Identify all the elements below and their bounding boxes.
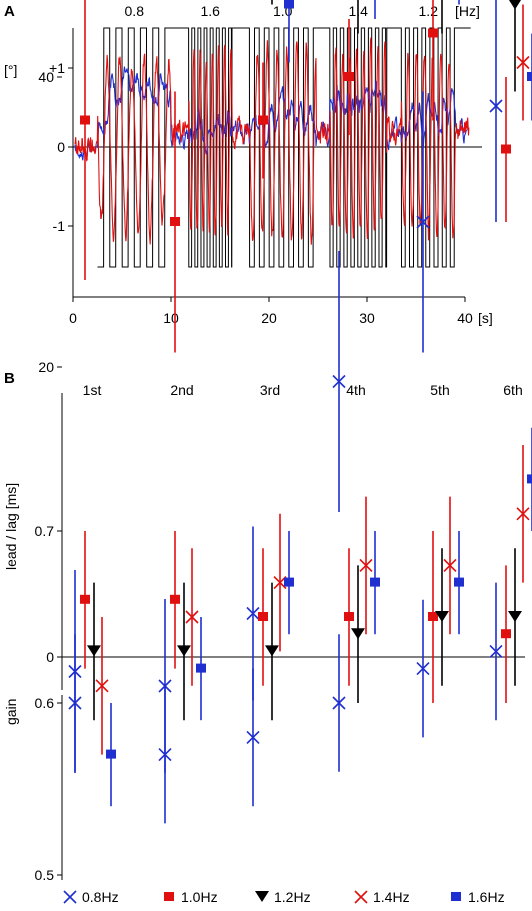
gain-point [158, 748, 172, 762]
panel-a-x-tick-label: 30 [359, 310, 375, 326]
gain-point [185, 610, 199, 624]
group-label: 6th [503, 382, 522, 398]
lead-lag-point [428, 28, 438, 38]
red-response-trace [74, 37, 470, 245]
panel-a-freq-unit: [Hz] [455, 3, 480, 19]
gain-point [428, 612, 438, 621]
lead-lag-axis-label: lead / lag [ms] [3, 483, 19, 570]
gain-y-tick-label: 0.5 [35, 867, 55, 883]
lead-lag-point [416, 215, 430, 229]
group-label: 3rd [260, 382, 280, 398]
gain-point [435, 611, 449, 622]
panel-b-label: B [4, 370, 15, 387]
gain-point [106, 749, 116, 759]
lead-lag-point [284, 0, 294, 9]
gain-point [332, 696, 346, 710]
panel-a-x-tick-label: 0 [69, 310, 77, 326]
gain-point [454, 577, 464, 587]
gain-y-tick-label: 0.7 [35, 523, 55, 539]
gain-point [95, 679, 109, 693]
gain-point [527, 474, 532, 484]
panel-a-y-unit: [°] [4, 62, 17, 78]
group-label: 4th [346, 382, 365, 398]
panel-b: 0204060801st2nd3rd4th5th6th0.50.60.7 [35, 0, 532, 883]
gain-point [87, 645, 101, 657]
gain-point [265, 645, 279, 657]
gain-point [443, 558, 457, 572]
lead-lag-point [80, 115, 90, 125]
legend-marker [255, 891, 269, 902]
segment-frequency-label: 0.8 [125, 3, 145, 19]
gain-point [370, 577, 380, 587]
gain-point [196, 663, 206, 673]
legend-marker [164, 892, 174, 901]
lead-lag-point [246, 606, 260, 621]
group-label: 2nd [170, 382, 193, 398]
legend-marker [451, 892, 461, 901]
lead-lag-point [258, 115, 268, 125]
lead-lag-y-tick-label: 20 [38, 359, 54, 375]
gain-point [489, 644, 503, 658]
legend-label: 1.2Hz [274, 889, 311, 905]
panel-a-x-unit: [s] [478, 310, 493, 326]
panel-a-x-tick-label: 10 [163, 310, 179, 326]
panel-a-label: A [4, 3, 15, 20]
gain-point [246, 730, 260, 744]
group-label: 5th [430, 382, 449, 398]
legend-marker [63, 890, 77, 904]
legend-label: 1.4Hz [373, 889, 410, 905]
panel-a-x-tick-label: 40 [457, 310, 473, 326]
lead-lag-point [344, 72, 354, 81]
stimulus-trace [97, 27, 471, 268]
lead-lag-point [489, 99, 503, 113]
panel-a-y-tick-label: -1 [53, 218, 66, 234]
gain-point [258, 612, 268, 621]
legend-label: 1.6Hz [468, 889, 505, 905]
panel-a-y-tick-label: +1 [49, 60, 65, 76]
panel-a: +10-10 10 20 30 400.8 1.6 1.0 1.4 1.2 [49, 3, 482, 326]
segment-frequency-label: 1.6 [200, 3, 220, 19]
gain-point [351, 628, 365, 640]
lead-lag-point [527, 72, 532, 81]
panel-a-y-tick-label: 0 [57, 139, 65, 155]
lead-lag-y-tick-label: 0 [46, 649, 54, 665]
gain-point [416, 662, 430, 676]
gain-y-tick-label: 0.6 [35, 695, 55, 711]
gain-point [170, 594, 180, 604]
lead-lag-point [516, 55, 530, 70]
legend-label: 0.8Hz [82, 889, 119, 905]
group-label: 1st [83, 382, 102, 398]
panel-a-x-tick-label: 20 [261, 310, 277, 326]
legend: 0.8Hz 1.0Hz 1.2Hz 1.4Hz 1.6Hz [63, 889, 505, 905]
gain-point [344, 612, 354, 621]
lead-lag-point [332, 374, 346, 389]
gain-point [508, 611, 522, 622]
gain-point [80, 594, 90, 604]
gain-point [177, 645, 191, 657]
gain-point [68, 696, 82, 710]
gain-axis-label: gain [3, 699, 19, 725]
lead-lag-point [501, 144, 511, 154]
lead-lag-point [170, 217, 180, 226]
lead-lag-y-tick-label: 40 [38, 69, 54, 85]
lead-lag-point [508, 0, 522, 10]
legend-marker [354, 890, 368, 904]
segment-frequency-label: 1.2 [419, 3, 439, 19]
gain-point [284, 577, 294, 587]
gain-point [359, 558, 373, 572]
gain-point [516, 507, 530, 521]
gain-point [501, 629, 511, 639]
legend-label: 1.0Hz [181, 889, 218, 905]
